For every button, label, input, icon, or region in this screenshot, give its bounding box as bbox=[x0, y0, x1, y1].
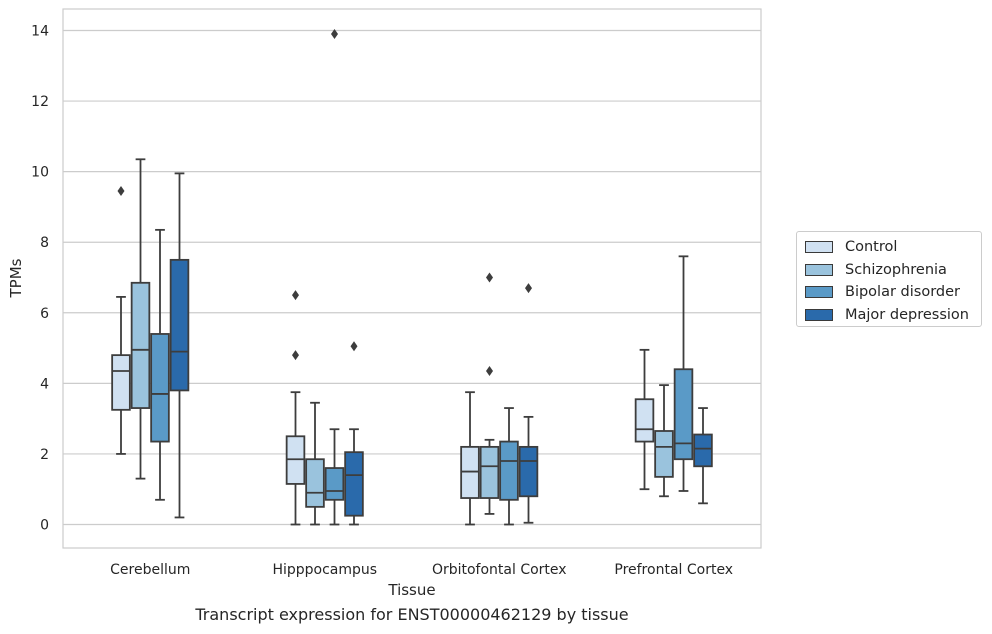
legend-swatch-schizophrenia bbox=[805, 263, 833, 276]
box-body bbox=[518, 445, 539, 498]
box-bipolar-disorder-1 bbox=[324, 29, 345, 526]
x-tick-label-1: Hipppocampus bbox=[272, 562, 377, 578]
x-axis-ticks: Cerebellum Hipppocampus Orbitofontal Corte… bbox=[110, 562, 733, 578]
x-tick-label-2: Orbitofontal Cortex bbox=[432, 562, 567, 578]
outlier-point-1 bbox=[486, 272, 493, 283]
box-body bbox=[344, 451, 364, 517]
box-schizophrenia-3 bbox=[654, 384, 674, 498]
outlier-point-0 bbox=[292, 350, 299, 361]
box-body bbox=[111, 354, 131, 411]
legend-swatch-bipolar-disorder bbox=[805, 286, 833, 299]
box-body bbox=[324, 467, 345, 501]
box-control-3 bbox=[634, 348, 655, 491]
outlier-point-0 bbox=[350, 341, 358, 352]
legend: Control Schizophrenia Bipolar disorder M… bbox=[796, 231, 982, 327]
y-tick-label-3: 6 bbox=[40, 306, 49, 322]
box-body bbox=[305, 458, 325, 508]
box-major-depression-3 bbox=[693, 407, 713, 505]
y-tick-label-7: 14 bbox=[31, 24, 49, 40]
legend-label-bipolar-disorder: Bipolar disorder bbox=[845, 284, 960, 301]
y-tick-label-1: 2 bbox=[40, 447, 49, 463]
y-tick-label-5: 10 bbox=[31, 165, 49, 181]
y-tick-label-4: 8 bbox=[40, 235, 49, 251]
box-bipolar-disorder-0 bbox=[150, 228, 170, 501]
box-schizophrenia-0 bbox=[130, 158, 151, 480]
y-tick-label-6: 12 bbox=[31, 94, 49, 110]
plot-frame bbox=[62, 8, 762, 549]
box-control-1 bbox=[285, 290, 306, 526]
y-tick-label-0: 0 bbox=[40, 518, 49, 534]
legend-swatch-control bbox=[805, 241, 833, 254]
y-tick-label-2: 4 bbox=[40, 376, 49, 392]
box-body bbox=[693, 433, 713, 468]
x-tick-label-0: Cerebellum bbox=[110, 562, 190, 578]
box-plot-series bbox=[111, 29, 713, 526]
legend-label-control: Control bbox=[845, 239, 898, 256]
box-body bbox=[169, 258, 190, 392]
box-body bbox=[150, 333, 170, 443]
legend-item-bipolar-disorder: Bipolar disorder bbox=[805, 281, 981, 304]
y-axis-ticks: 0 2 4 6 8 10 12 14 bbox=[31, 24, 49, 534]
box-major-depression-1 bbox=[344, 341, 364, 526]
box-schizophrenia-2 bbox=[479, 272, 500, 515]
x-tick-label-3: Prefrontal Cortex bbox=[614, 562, 733, 578]
outlier-point-0 bbox=[525, 283, 532, 294]
y-axis-label: TPMs bbox=[7, 258, 25, 298]
chart-title: Transcript expression for ENST0000046212… bbox=[195, 605, 629, 624]
legend-item-major-depression: Major depression bbox=[805, 304, 981, 327]
outlier-point-0 bbox=[486, 366, 493, 377]
box-body bbox=[634, 398, 655, 443]
box-major-depression-0 bbox=[169, 172, 190, 519]
box-body bbox=[130, 281, 151, 409]
box-body bbox=[654, 430, 674, 478]
box-major-depression-2 bbox=[518, 283, 539, 524]
legend-item-control: Control bbox=[805, 236, 981, 259]
box-bipolar-disorder-3 bbox=[673, 255, 694, 492]
legend-label-schizophrenia: Schizophrenia bbox=[845, 261, 947, 278]
outlier-point-0 bbox=[117, 186, 125, 197]
box-bipolar-disorder-2 bbox=[499, 407, 519, 526]
box-schizophrenia-1 bbox=[305, 401, 325, 526]
box-control-2 bbox=[460, 391, 480, 526]
outlier-point-0 bbox=[331, 29, 338, 40]
legend-label-major-depression: Major depression bbox=[845, 306, 969, 323]
outlier-point-1 bbox=[292, 290, 299, 301]
legend-item-schizophrenia: Schizophrenia bbox=[805, 259, 981, 282]
legend-swatch-major-depression bbox=[805, 308, 833, 321]
box-body bbox=[479, 445, 500, 499]
box-body bbox=[673, 368, 694, 461]
box-body bbox=[499, 440, 519, 501]
box-control-0 bbox=[111, 186, 131, 455]
x-axis-label: Tissue bbox=[387, 581, 435, 599]
